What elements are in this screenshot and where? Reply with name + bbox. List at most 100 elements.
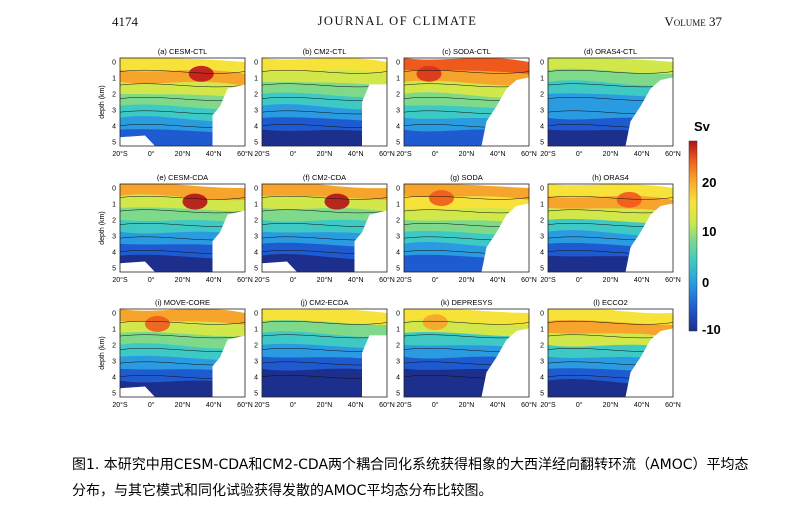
x-tick-label: 40°N [206,150,222,158]
x-tick-label: 0° [148,150,155,158]
y-tick-label: 5 [396,391,400,398]
y-tick-label: 1 [396,76,400,83]
y-tick-label: 2 [112,343,116,350]
colorbar: Sv 20 10 0 -10 [688,119,721,337]
max-overturning [145,316,170,332]
x-tick-label: 40°N [490,401,506,409]
bathymetry-mask [625,203,673,272]
x-tick-label: 20°S [396,401,412,409]
y-tick-label: 2 [396,343,400,350]
colorbar-tick-0: 0 [702,275,709,290]
x-tick-label: 0° [148,401,155,409]
figure-caption: 图1. 本研究中用CESM-CDA和CM2-CDA两个耦合同化系统获得相象的大西… [72,457,749,499]
y-tick-label: 0 [540,311,544,318]
y-tick-label: 5 [112,391,116,398]
panel-title: (f) CM2-CDA [303,173,346,182]
contour-line [262,195,387,200]
panel-frame [547,57,674,147]
y-tick-label: 3 [540,359,544,366]
y-tick-label: 0 [396,186,400,193]
y-tick-label: 3 [540,108,544,115]
x-tick-label: 20°S [112,150,128,158]
y-tick-label: 3 [254,108,258,115]
y-tick-label: 2 [540,343,544,350]
x-tick-label: 20°S [254,150,270,158]
panel-title: (e) CESM-CDA [157,173,208,182]
contour-line [548,69,673,74]
x-tick-label: 20°S [396,276,412,284]
contour-line [548,320,673,325]
y-tick-label: 0 [112,186,116,193]
x-tick-label: 60°N [665,276,681,284]
y-tick-label: 4 [112,375,116,382]
y-tick-label: 4 [112,250,116,257]
x-tick-label: 40°N [634,276,650,284]
x-tick-label: 60°N [379,401,395,409]
x-tick-label: 0° [432,150,439,158]
y-tick-label: 3 [254,359,258,366]
x-tick-label: 20°N [459,276,475,284]
panel-k: (k) DEPRESYS 0 1 2 3 4 5 20°S 0° 20°N 40°N 60°N [396,298,537,409]
contour-line [120,69,245,74]
bathymetry-mask [120,210,245,272]
y-tick-label: 4 [254,124,258,131]
contour-band [262,129,387,146]
x-tick-label: 60°N [237,401,253,409]
x-tick-label: 20°N [317,150,333,158]
contour-line [120,334,245,339]
volume-label: Volume 37 [664,14,722,29]
y-tick-label: 5 [254,391,258,398]
y-tick-label: 2 [396,92,400,99]
colorbar-tick-10: 10 [702,224,716,239]
panel-title: (g) SODA [450,173,483,182]
y-tick-label: 1 [540,76,544,83]
panel-title: (i) MOVE-CORE [155,298,210,307]
contour-line [404,69,529,74]
x-tick-label: 20°S [540,401,556,409]
contour-line [548,195,673,200]
y-tick-label: 1 [540,327,544,334]
x-tick-label: 0° [432,401,439,409]
panel-frame [403,308,530,398]
panel-frame [261,308,388,398]
x-tick-label: 20°N [459,401,475,409]
y-tick-label: 3 [396,108,400,115]
y-tick-label: 5 [540,391,544,398]
x-tick-label: 20°N [317,276,333,284]
bathymetry-mask [625,77,673,146]
y-tick-label: 5 [254,266,258,273]
x-tick-label: 20°N [175,150,191,158]
y-tick-label: 4 [254,375,258,382]
x-tick-label: 0° [148,276,155,284]
y-tick-label: 2 [112,218,116,225]
x-tick-label: 0° [432,276,439,284]
colorbar-tick-neg10: -10 [702,322,721,337]
contour-line [262,69,387,74]
y-tick-label: 1 [112,76,116,83]
y-tick-label: 0 [396,60,400,67]
y-tick-label: 4 [254,250,258,257]
x-tick-label: 60°N [521,150,537,158]
y-tick-label: 3 [112,234,116,241]
x-tick-label: 60°N [521,401,537,409]
y-axis-label: depth (km) [99,211,106,244]
bathymetry-mask [362,335,387,397]
y-tick-label: 0 [254,311,258,318]
x-tick-label: 20°S [112,276,128,284]
y-tick-label: 0 [112,311,116,318]
x-tick-label: 60°N [379,276,395,284]
colorbar-unit: Sv [694,119,711,134]
x-tick-label: 60°N [237,276,253,284]
contour-line [262,320,387,325]
y-tick-label: 3 [396,359,400,366]
x-tick-label: 40°N [206,276,222,284]
panel-title: (a) CESM-CTL [158,47,208,56]
y-tick-label: 0 [540,60,544,67]
panel-frame [261,183,388,273]
x-tick-label: 0° [576,401,583,409]
journal-title: JOURNAL OF CLIMATE [317,14,478,28]
panel-frame [403,57,530,147]
y-tick-label: 0 [254,60,258,67]
panel-e: (e) CESM-CDA 0 1 2 3 4 5 20°S 0° 20°N 40°N 60°N dept… [99,173,253,284]
y-tick-label: 5 [540,140,544,147]
